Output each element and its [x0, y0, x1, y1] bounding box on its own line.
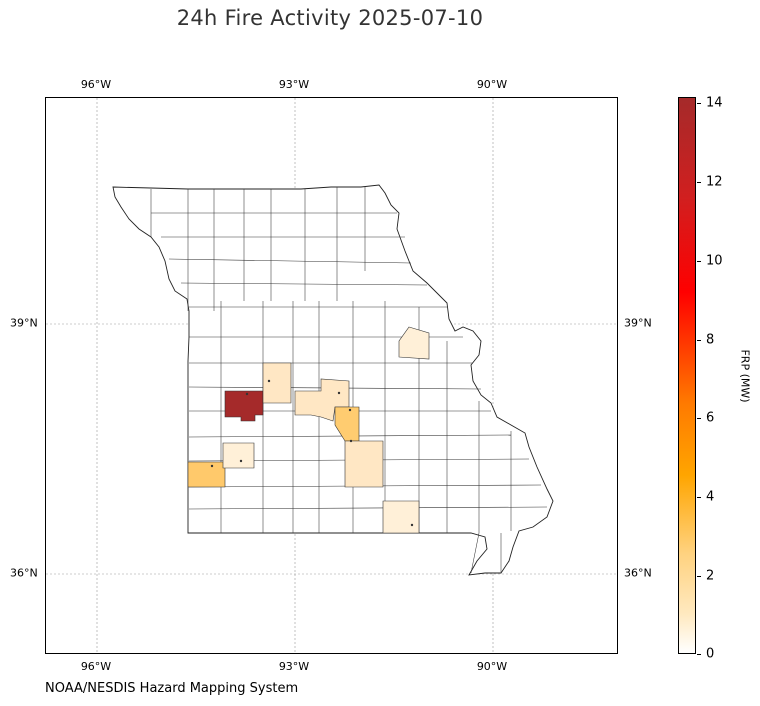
lon-tick-bottom-90w: 90°W	[476, 660, 508, 673]
fire-point[interactable]	[210, 464, 214, 468]
county-line	[470, 532, 480, 574]
cb-tick-mark	[697, 418, 701, 419]
fire-county-south[interactable]	[382, 500, 420, 534]
fire-point[interactable]	[239, 459, 243, 463]
lon-tick-bottom-93w: 93°W	[278, 660, 310, 673]
frp-colorbar	[678, 97, 696, 654]
cb-tick-mark	[697, 576, 701, 577]
cb-tick-mark	[697, 340, 701, 341]
lat-tick-left-36n: 36°N	[10, 566, 38, 580]
fire-point[interactable]	[348, 408, 352, 412]
lon-tick-top-90w: 90°W	[476, 78, 508, 91]
county-line	[168, 258, 412, 264]
missouri-county-map	[46, 98, 617, 653]
fire-points	[210, 379, 414, 527]
fire-point[interactable]	[245, 392, 249, 396]
lon-tick-top-93w: 93°W	[278, 78, 310, 91]
map-panel[interactable]	[45, 97, 618, 654]
fire-point[interactable]	[349, 439, 353, 443]
fire-counties	[187, 326, 430, 534]
fire-county-southwest-2[interactable]	[222, 442, 255, 469]
cb-label-0: 0	[706, 646, 715, 662]
county-line	[180, 282, 428, 286]
cb-tick-mark	[697, 654, 701, 655]
map-title: 24h Fire Activity 2025-07-10	[176, 6, 484, 30]
fire-county-south-central[interactable]	[344, 440, 384, 488]
lat-tick-left-39n: 39°N	[10, 316, 38, 330]
data-credit: NOAA/NESDIS Hazard Mapping System	[45, 681, 299, 696]
cb-tick-mark	[697, 182, 701, 183]
fire-point[interactable]	[267, 379, 271, 383]
fire-county-central-west[interactable]	[262, 362, 292, 404]
cb-label-6: 6	[706, 410, 715, 426]
lat-tick-right-39n: 39°N	[624, 316, 652, 330]
cb-tick-mark	[697, 261, 701, 262]
fire-point[interactable]	[410, 523, 414, 527]
cb-label-4: 4	[706, 489, 715, 505]
fire-point[interactable]	[337, 391, 341, 395]
cb-label-14: 14	[706, 95, 723, 111]
fire-county-northeast[interactable]	[398, 326, 430, 360]
cb-label-8: 8	[706, 332, 715, 348]
cb-label-10: 10	[706, 253, 723, 269]
fire-county-southwest[interactable]	[187, 461, 226, 488]
county-line	[188, 506, 548, 510]
cb-label-2: 2	[706, 568, 715, 584]
lat-tick-right-36n: 36°N	[624, 566, 652, 580]
cb-label-12: 12	[706, 174, 723, 190]
cb-tick-mark	[697, 497, 701, 498]
lon-tick-top-96w: 96°W	[80, 78, 112, 91]
lon-tick-bottom-96w: 96°W	[80, 660, 112, 673]
colorbar-title: FRP (MW)	[738, 349, 752, 403]
cb-tick-mark	[697, 103, 701, 104]
